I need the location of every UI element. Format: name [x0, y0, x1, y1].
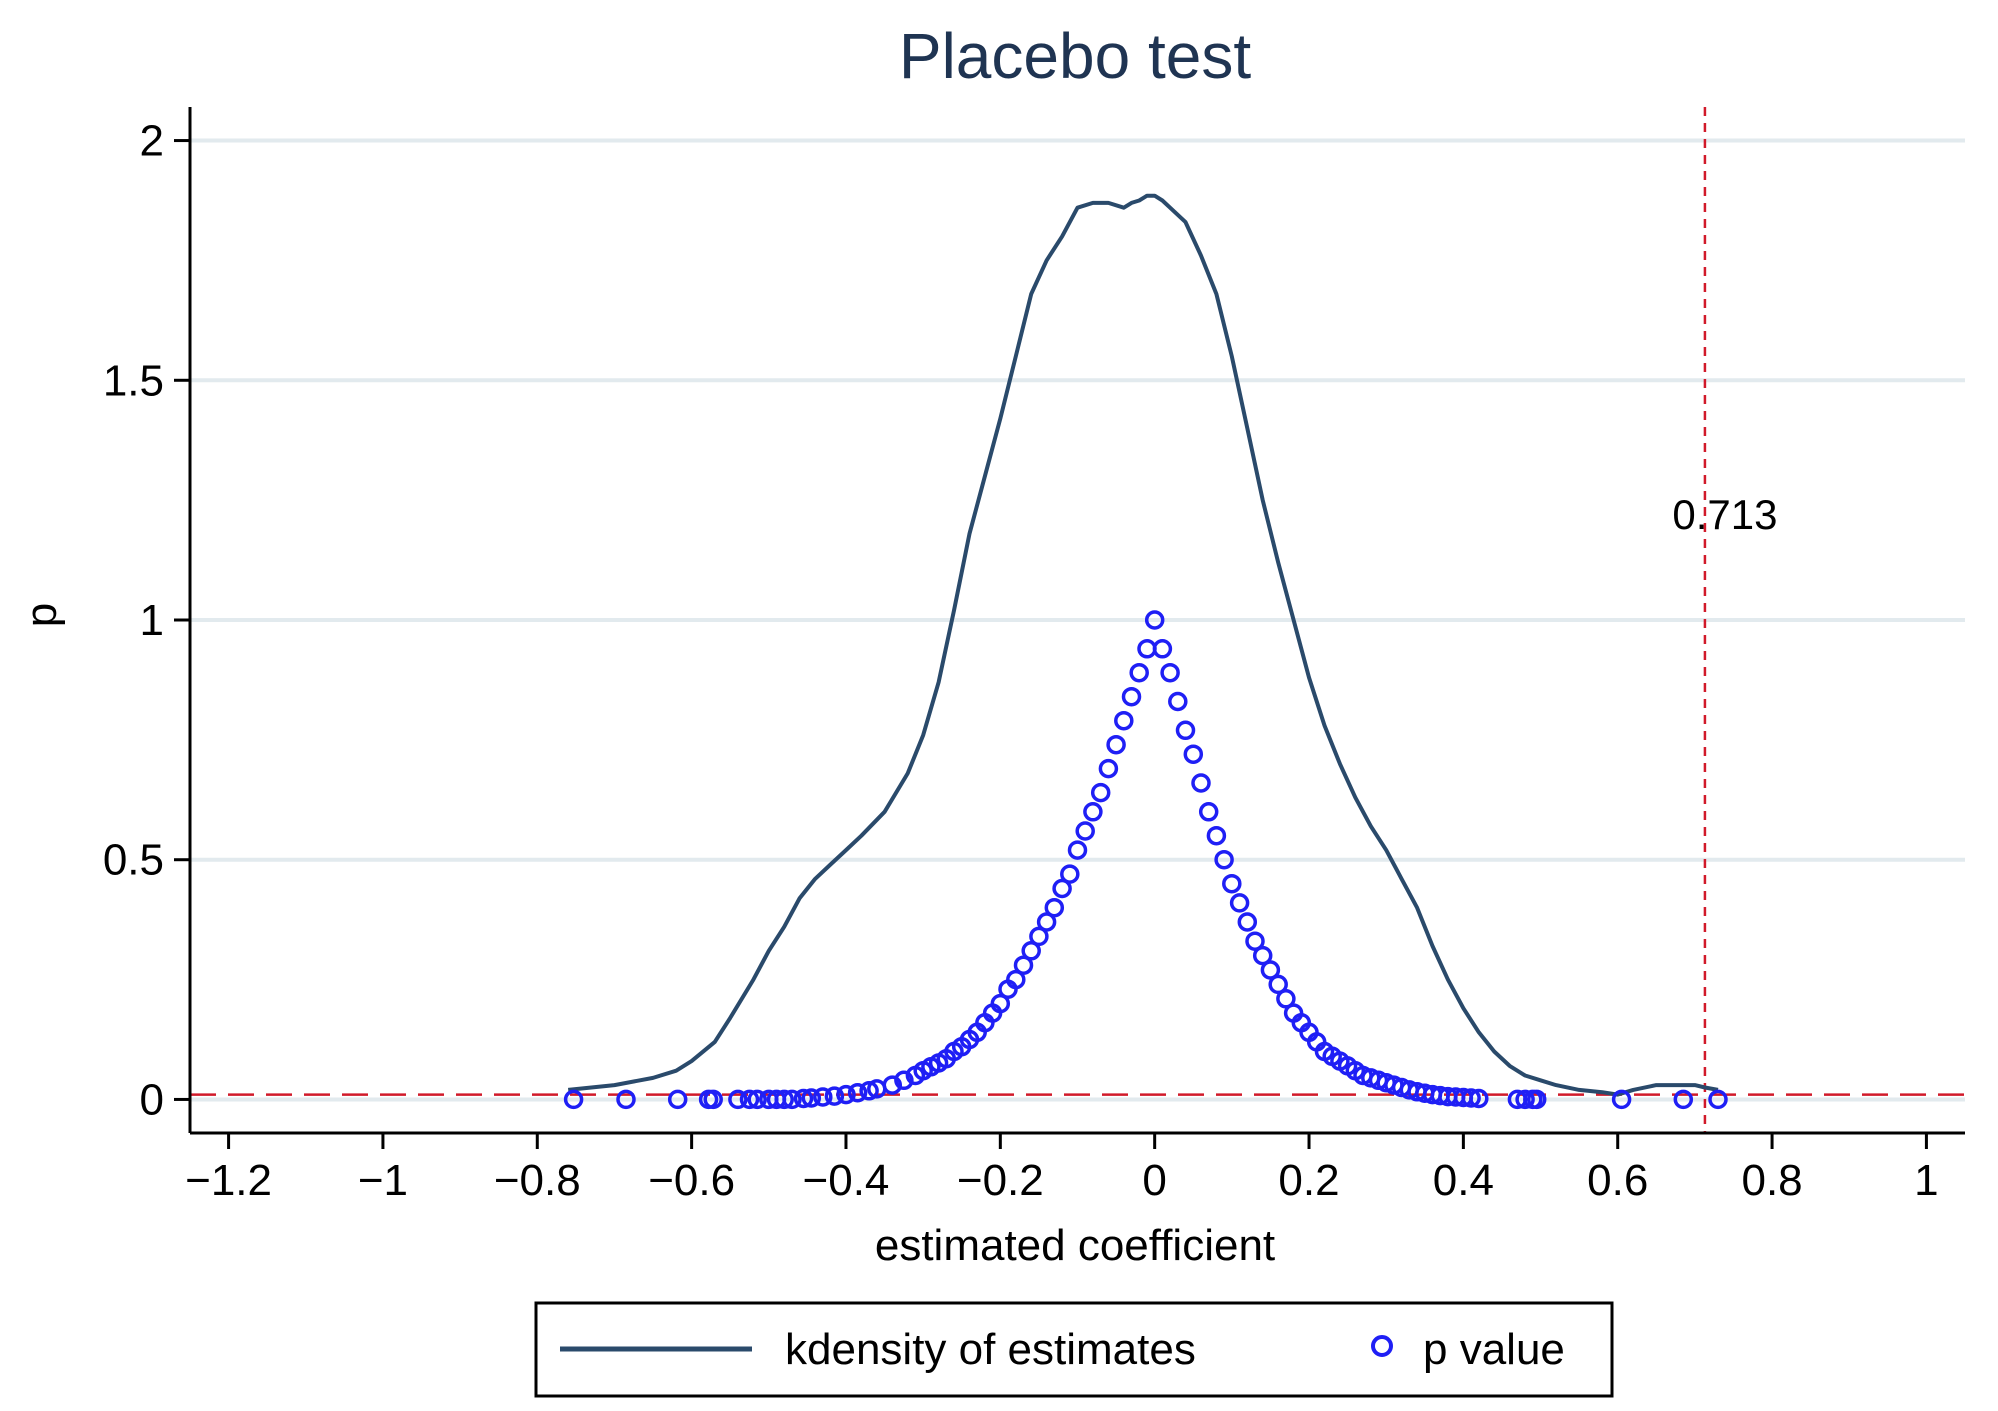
p-value-point: [1515, 1089, 1535, 1110]
p-value-point: [1090, 782, 1111, 803]
p-value-point: [563, 1089, 584, 1110]
legend-p-value-label: p value: [1423, 1325, 1565, 1374]
p-value-point: [1129, 662, 1149, 683]
p-value-point: [1237, 912, 1258, 932]
p-value-point: [1144, 610, 1165, 630]
p-value-point: [1229, 893, 1250, 913]
p-value-point: [667, 1089, 688, 1110]
p-value-point: [1114, 710, 1134, 731]
p-value-point: [1121, 686, 1142, 707]
p-value-point: [1268, 974, 1288, 995]
p-value-point: [1252, 945, 1273, 966]
p-value-point: [1044, 897, 1065, 918]
p-value-point: [894, 1070, 914, 1091]
x-tick-label: −1: [358, 1156, 408, 1205]
p-value-point: [739, 1089, 760, 1110]
p-value-point: [1198, 802, 1219, 822]
x-tick-label: −0.2: [957, 1156, 1044, 1205]
p-value-point: [1245, 931, 1265, 951]
x-tick-label: 0.2: [1278, 1156, 1339, 1205]
p-value-point: [1175, 720, 1196, 741]
p-value-point: [782, 1089, 802, 1110]
p-value-point: [703, 1089, 723, 1110]
p-value-point: [824, 1086, 845, 1106]
p-value-point: [1469, 1088, 1489, 1109]
p-value-point: [836, 1084, 856, 1105]
p-value-point: [1013, 955, 1034, 975]
p-value-point: [1098, 758, 1119, 779]
p-value-point: [1183, 744, 1204, 764]
p-value-point: [747, 1089, 767, 1110]
x-axis-label: estimated coefficient: [875, 1221, 1275, 1270]
x-tick-label: −0.4: [803, 1156, 890, 1205]
legend-kdensity-label: kdensity of estimates: [785, 1325, 1196, 1374]
x-axis-ticks: −1.2 −1 −0.8 −0.6 −0.4 −0.2 0 0.2 0.4 0.6 0.8 1: [185, 1133, 1939, 1205]
data-series: [563, 193, 1728, 1110]
p-value-point: [882, 1075, 903, 1095]
p-value-point: [1673, 1089, 1694, 1110]
y-axis-label: p: [17, 603, 66, 627]
p-value-point: [1075, 821, 1095, 841]
p-value-point: [1052, 878, 1072, 899]
y-tick-label: 1.5: [103, 356, 164, 405]
x-tick-label: 0: [1142, 1156, 1166, 1205]
p-value-point: [1067, 840, 1088, 860]
reference-lines: [190, 107, 1965, 1133]
p-value-point: [774, 1089, 794, 1110]
x-tick-label: −0.6: [648, 1156, 735, 1205]
vertical-line-value-annotation: 0.713: [1672, 491, 1777, 538]
y-tick-label: 0: [140, 1075, 164, 1124]
p-value-point: [1168, 691, 1188, 712]
p-value-point: [1160, 662, 1180, 683]
x-tick-label: 0.8: [1741, 1156, 1802, 1205]
p-value-point: [1214, 849, 1234, 870]
p-value-point: [1708, 1089, 1728, 1110]
p-value-point: [1260, 960, 1281, 980]
p-value-point: [616, 1089, 636, 1110]
p-value-point: [1276, 989, 1296, 1009]
p-value-point: [728, 1089, 748, 1110]
p-value-point: [847, 1082, 868, 1103]
y-tick-label: 1: [140, 596, 164, 645]
p-value-point: [1526, 1089, 1547, 1110]
y-tick-label: 0.5: [103, 836, 164, 885]
x-tick-label: 1: [1914, 1156, 1938, 1205]
p-value-point: [990, 993, 1011, 1014]
p-value-point: [1083, 802, 1103, 822]
x-tick-label: 0.6: [1587, 1156, 1648, 1205]
p-value-point: [859, 1081, 879, 1101]
p-value-point: [793, 1088, 814, 1109]
p-value-point: [1060, 864, 1080, 884]
y-tick-label: 2: [140, 117, 164, 166]
p-value-point: [1222, 873, 1242, 894]
p-value-point: [1191, 773, 1211, 793]
p-value-point: [1106, 734, 1126, 755]
p-value-point: [1006, 969, 1026, 990]
chart-title: Placebo test: [899, 20, 1251, 92]
kdensity-line: [567, 193, 1719, 1097]
legend-p-value-swatch: [1371, 1335, 1393, 1357]
x-tick-label: 0.4: [1433, 1156, 1494, 1205]
p-value-point: [813, 1087, 833, 1107]
x-tick-label: −0.8: [494, 1156, 581, 1205]
p-value-point: [1036, 912, 1057, 932]
p-value-point: [1152, 639, 1173, 659]
p-value-point: [1206, 825, 1227, 846]
p-value-point: [1029, 926, 1049, 947]
p-value-point: [1611, 1089, 1632, 1110]
legend: kdensity of estimates p value: [534, 1301, 1614, 1398]
y-axis-ticks: 0 0.5 1 1.5 2: [103, 117, 190, 1124]
p-value-point: [1461, 1088, 1481, 1108]
p-value-point: [801, 1088, 822, 1108]
p-value-point: [1021, 941, 1041, 961]
x-tick-label: −1.2: [185, 1156, 272, 1205]
